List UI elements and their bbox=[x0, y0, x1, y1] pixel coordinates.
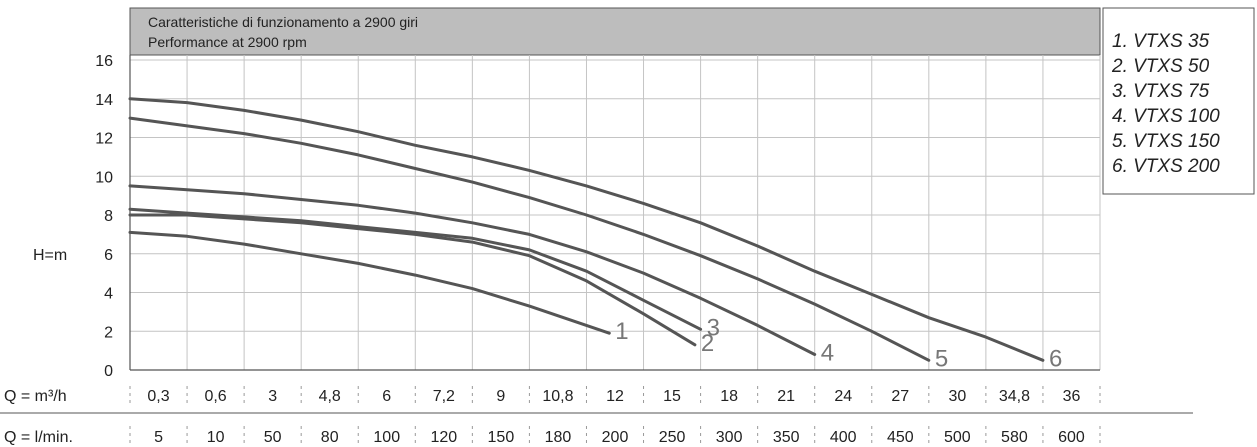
chart-subtitle: Performance at 2900 rpm bbox=[148, 34, 307, 50]
series-line-4 bbox=[128, 184, 817, 356]
y-tick-label: 12 bbox=[95, 131, 113, 148]
legend-entry: 3. VTXS 75 bbox=[1112, 81, 1210, 102]
q-m3h-value: 9 bbox=[496, 388, 505, 405]
q-m3h-value: 21 bbox=[777, 388, 795, 405]
series-end-label-2: 2 bbox=[701, 330, 714, 357]
y-axis-ticks: 0 2 4 6 8 10 12 14 16 bbox=[95, 53, 113, 380]
y-tick-label: 14 bbox=[95, 92, 113, 109]
legend-entry: 4. VTXS 100 bbox=[1112, 106, 1220, 127]
q-lmin-value: 50 bbox=[264, 429, 282, 446]
q-lmin-row-label: Q = l/min. bbox=[4, 429, 73, 446]
q-lmin-value: 450 bbox=[887, 429, 914, 446]
q-lmin-value: 10 bbox=[207, 429, 225, 446]
series-line-6 bbox=[128, 97, 1045, 362]
chart-header-band bbox=[129, 7, 1101, 56]
q-lmin-value: 150 bbox=[488, 429, 515, 446]
series-end-label-1: 1 bbox=[615, 318, 628, 345]
series-line-5 bbox=[128, 116, 931, 362]
q-m3h-value: 0,6 bbox=[204, 388, 226, 405]
series-line-2 bbox=[128, 213, 697, 347]
q-m3h-value: 36 bbox=[1063, 388, 1081, 405]
series-end-label-3: 3 bbox=[707, 314, 720, 341]
q-lmin-value: 600 bbox=[1058, 429, 1085, 446]
series-lines: 1 234 5 6 bbox=[128, 97, 1062, 372]
q-m3h-value: 27 bbox=[891, 388, 909, 405]
q-m3h-value: 4,8 bbox=[319, 388, 341, 405]
q-m3h-value: 10,8 bbox=[542, 388, 573, 405]
q-m3h-value: 18 bbox=[720, 388, 738, 405]
y-tick-label: 6 bbox=[104, 247, 113, 264]
q-lmin-value: 300 bbox=[716, 429, 743, 446]
q-lmin-value: 5 bbox=[154, 429, 163, 446]
q-lmin-value: 120 bbox=[430, 429, 457, 446]
q-m3h-row-label: Q = m³/h bbox=[4, 388, 67, 405]
y-tick-label: 4 bbox=[104, 286, 113, 303]
chart-title: Caratteristiche di funzionamento a 2900 … bbox=[148, 14, 418, 30]
legend-entry: 1. VTXS 35 bbox=[1112, 31, 1210, 52]
q-lmin-value: 400 bbox=[830, 429, 857, 446]
legend: 1. VTXS 35 2. VTXS 50 3. VTXS 75 4. VTXS 10… bbox=[1111, 31, 1220, 177]
q-m3h-value: 3 bbox=[268, 388, 277, 405]
q-lmin-value: 350 bbox=[773, 429, 800, 446]
q-m3h-value: 0,3 bbox=[147, 388, 169, 405]
y-tick-label: 0 bbox=[104, 363, 113, 380]
series-line-3 bbox=[128, 207, 703, 331]
y-tick-label: 10 bbox=[95, 169, 113, 186]
q-m3h-value: 6 bbox=[382, 388, 391, 405]
legend-entry: 5. VTXS 150 bbox=[1112, 131, 1220, 152]
q-m3h-value: 12 bbox=[606, 388, 624, 405]
y-tick-label: 16 bbox=[95, 53, 113, 70]
q-m3h-value: 15 bbox=[663, 388, 681, 405]
q-lmin-value: 200 bbox=[602, 429, 629, 446]
series-end-label-5: 5 bbox=[935, 345, 948, 372]
legend-box bbox=[1102, 7, 1255, 195]
series-end-label-6: 6 bbox=[1049, 345, 1062, 372]
legend-entry: 6. VTXS 200 bbox=[1112, 156, 1220, 177]
y-tick-label: 8 bbox=[104, 208, 113, 225]
series-line-1 bbox=[128, 230, 611, 335]
y-tick-label: 2 bbox=[104, 324, 113, 341]
y-axis-label: H=m bbox=[33, 247, 67, 264]
q-m3h-value: 34,8 bbox=[999, 388, 1030, 405]
q-lmin-value: 180 bbox=[545, 429, 572, 446]
q-lmin-value: 580 bbox=[1001, 429, 1028, 446]
q-m3h-value: 7,2 bbox=[433, 388, 455, 405]
q-lmin-value: 500 bbox=[944, 429, 971, 446]
series-end-label-4: 4 bbox=[821, 340, 834, 367]
q-m3h-value: 30 bbox=[948, 388, 966, 405]
q-lmin-value: 100 bbox=[373, 429, 400, 446]
flow-category-rows: 0,3 0,6 3 4,8 6 7,2 9 10,8 12 15 18 21 24 27 30 34,8 365… bbox=[129, 386, 1101, 446]
legend-entry: 2. VTXS 50 bbox=[1111, 56, 1210, 77]
q-lmin-value: 250 bbox=[659, 429, 686, 446]
q-m3h-value: 24 bbox=[834, 388, 852, 405]
q-lmin-value: 80 bbox=[321, 429, 339, 446]
